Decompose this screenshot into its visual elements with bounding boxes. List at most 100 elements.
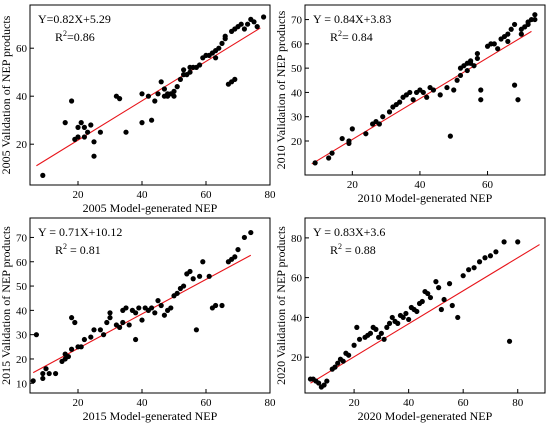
data-point: [476, 259, 483, 265]
data-point: [65, 353, 71, 360]
y-tick-label: 70: [291, 15, 303, 27]
data-point: [136, 305, 142, 311]
data-point: [351, 342, 357, 348]
data-point: [232, 76, 238, 82]
data-point: [478, 97, 484, 103]
data-point: [149, 117, 155, 123]
data-point: [414, 308, 420, 315]
y-axis-label: 2020 Validation of NEP products: [274, 226, 288, 385]
data-point: [219, 302, 225, 309]
data-point: [455, 314, 461, 321]
x-tick-label: 60: [482, 179, 494, 191]
data-point: [471, 63, 477, 69]
data-point: [171, 93, 177, 99]
data-point: [335, 360, 341, 366]
data-point: [187, 69, 193, 75]
plot-frame: [29, 217, 271, 394]
data-point: [62, 120, 68, 126]
data-point: [381, 336, 387, 342]
plot-frame: [29, 4, 271, 186]
y-tick-label: 80: [291, 233, 303, 245]
data-point: [326, 155, 332, 161]
r-squared-exponent: 2: [338, 29, 342, 38]
y-tick-label: 60: [16, 257, 28, 269]
data-point: [349, 126, 355, 132]
data-point: [518, 31, 524, 37]
x-axis-label: 2010 Model-generated NEP: [358, 191, 493, 205]
data-point: [478, 87, 484, 93]
data-point: [107, 315, 113, 321]
data-point: [75, 124, 81, 130]
data-point: [69, 98, 75, 104]
regression-line: [32, 254, 252, 374]
data-point: [482, 255, 488, 261]
data-point: [88, 122, 94, 128]
data-point: [505, 31, 511, 37]
y-tick-label: 40: [291, 87, 303, 99]
scatter-panel-2010: 20 40 60 20 30 40 50 60 70 2010 Model-generated N…: [274, 4, 546, 205]
data-point: [152, 310, 158, 316]
data-point: [97, 129, 103, 135]
x-tick-label: 20: [73, 189, 85, 201]
data-point: [193, 327, 199, 333]
data-point: [40, 370, 46, 377]
x-tick-label: 40: [403, 397, 415, 409]
regression-equation: Y = 0.84X+3.83: [313, 12, 391, 26]
data-point: [200, 259, 206, 265]
data-point: [152, 98, 158, 104]
x-axis-label: 2015 Model-generated NEP: [83, 409, 218, 423]
data-point: [454, 77, 460, 83]
y-axis-label: 2010 Validation of NEP products: [274, 10, 288, 169]
regression-equation: Y=0.82X+5.29: [38, 12, 111, 26]
y-tick-label: 20: [16, 354, 28, 366]
data-point: [117, 96, 123, 102]
data-point: [376, 121, 382, 127]
data-point: [78, 120, 84, 126]
data-point: [69, 315, 75, 321]
x-tick-label: 20: [349, 397, 361, 409]
data-point: [437, 92, 443, 98]
data-point: [316, 380, 322, 386]
data-point: [419, 298, 425, 305]
data-point: [117, 324, 123, 330]
data-point: [407, 89, 413, 96]
data-point: [508, 26, 514, 32]
data-point: [410, 97, 416, 103]
data-point: [446, 281, 453, 287]
data-point: [457, 72, 464, 79]
y-tick-label: 40: [16, 91, 28, 103]
data-point: [444, 84, 450, 91]
data-point: [174, 290, 180, 296]
data-point: [40, 375, 46, 382]
data-point: [356, 336, 363, 342]
data-point: [363, 131, 369, 137]
y-tick-label: 60: [291, 39, 303, 51]
data-point: [181, 283, 187, 289]
data-point: [232, 254, 238, 260]
x-tick-label: 60: [201, 397, 213, 409]
data-point: [53, 370, 59, 377]
data-point: [190, 276, 196, 282]
data-point: [78, 344, 84, 350]
r-squared-symbol: R: [330, 30, 338, 44]
regression-equation: Y = 0.71X+10.12: [38, 225, 122, 239]
data-point: [466, 267, 472, 273]
regression-line: [311, 30, 532, 165]
data-point: [449, 302, 455, 309]
data-point: [206, 273, 212, 279]
data-point: [81, 124, 87, 130]
data-point: [501, 239, 507, 245]
y-tick-label: 50: [16, 281, 28, 293]
y-tick-label: 10: [16, 378, 28, 390]
data-point: [525, 21, 531, 28]
data-point: [395, 320, 401, 326]
data-point: [436, 285, 442, 291]
data-point: [123, 129, 129, 135]
data-point: [81, 336, 87, 343]
data-point: [139, 91, 145, 97]
data-point: [403, 310, 409, 317]
data-point: [139, 317, 145, 323]
data-point: [222, 36, 228, 42]
data-point: [321, 382, 327, 388]
data-point: [213, 302, 219, 309]
